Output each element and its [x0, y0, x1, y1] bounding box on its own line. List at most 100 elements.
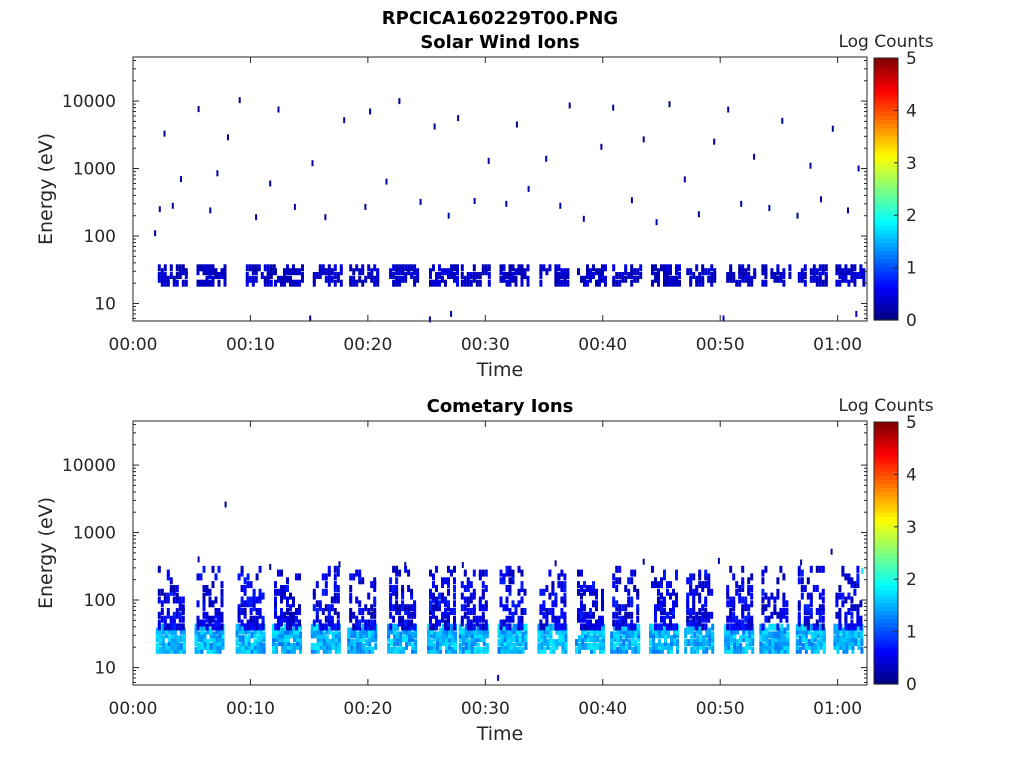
heatmap-cell [364, 623, 368, 631]
colorbar-segment [874, 311, 898, 317]
heatmap-cell [499, 264, 503, 272]
heatmap-cell [339, 268, 343, 276]
heatmap-cell [658, 627, 661, 635]
heatmap-cell [774, 646, 778, 654]
heatmap-cell [856, 577, 860, 585]
heatmap-cell [347, 646, 351, 654]
heatmap-cell [554, 268, 558, 276]
heatmap-cell [630, 577, 634, 585]
heatmap-cell [481, 268, 485, 276]
heatmap-point [740, 200, 743, 207]
colorbar-segment [874, 82, 898, 88]
heatmap-cell [404, 275, 408, 283]
heatmap-cell [835, 264, 839, 272]
colorbar-segment [874, 548, 898, 554]
heatmap-cell [475, 615, 479, 623]
heatmap-cell [432, 581, 435, 589]
heatmap-cell [624, 615, 628, 623]
heatmap-cell [583, 623, 586, 631]
heatmap-cell [463, 604, 467, 612]
heatmap-cell [602, 631, 605, 639]
heatmap-cell [738, 272, 742, 279]
heatmap-cell [551, 615, 555, 623]
heatmap-cell [637, 646, 641, 654]
heatmap-cell [401, 623, 405, 631]
heatmap-cell [170, 639, 174, 647]
heatmap-point [398, 98, 401, 105]
heatmap-cell [777, 635, 781, 643]
heatmap-cell [590, 646, 593, 654]
heatmap-cell [561, 639, 565, 647]
heatmap-cell [595, 279, 598, 287]
heatmap-cell [407, 623, 411, 631]
heatmap-cell [458, 642, 462, 650]
heatmap-cell [675, 573, 678, 581]
heatmap-cell [713, 272, 717, 279]
heatmap-cell [593, 639, 596, 647]
heatmap-cell [747, 604, 751, 612]
heatmap-cell [593, 642, 596, 650]
heatmap-cell [387, 635, 391, 643]
heatmap-cell [753, 272, 757, 279]
heatmap-cell [429, 279, 432, 287]
heatmap-cell [163, 279, 167, 287]
heatmap-point [338, 561, 341, 568]
heatmap-cell [676, 646, 679, 654]
heatmap-cell [333, 623, 337, 631]
heatmap-point [753, 153, 756, 160]
heatmap-cell [838, 268, 842, 276]
heatmap-cell [448, 639, 451, 647]
heatmap-cell [733, 631, 737, 639]
heatmap-cell [543, 627, 547, 635]
heatmap-cell [244, 646, 248, 654]
heatmap-cell [729, 596, 733, 604]
heatmap-cell [511, 275, 515, 283]
heatmap-cell [615, 611, 619, 619]
heatmap-cell [274, 608, 277, 615]
heatmap-cell [205, 615, 209, 623]
heatmap-cell [670, 639, 673, 647]
heatmap-cell [223, 272, 227, 279]
heatmap-cell [374, 627, 378, 635]
heatmap-cell [750, 619, 754, 627]
heatmap-cell [163, 619, 167, 627]
colorbar-segment [874, 524, 898, 530]
heatmap-cell [410, 611, 414, 619]
heatmap-cell [511, 615, 515, 623]
heatmap-cell [435, 623, 438, 631]
heatmap-cell [854, 627, 858, 635]
heatmap-cell [376, 275, 380, 283]
heatmap-cell [445, 646, 448, 654]
heatmap-cell [776, 275, 780, 283]
heatmap-cell [736, 646, 740, 654]
heatmap-cell [484, 604, 488, 612]
heatmap-cell [776, 588, 780, 596]
heatmap-cell [430, 627, 433, 635]
heatmap-cell [472, 569, 476, 577]
y-tick-label: 100 [84, 227, 116, 247]
heatmap-cell [833, 627, 837, 635]
heatmap-cell [337, 646, 341, 654]
heatmap-cell [813, 631, 817, 639]
heatmap-cell [389, 585, 393, 592]
heatmap-cell [395, 604, 399, 612]
heatmap-cell [821, 264, 825, 272]
heatmap-cell [520, 268, 524, 276]
heatmap-cell [672, 279, 675, 287]
heatmap-cell [701, 264, 705, 272]
heatmap-cell [436, 642, 439, 650]
heatmap-cell [850, 611, 854, 619]
heatmap-cell [739, 642, 743, 650]
heatmap-cell [410, 264, 414, 272]
heatmap-cell [693, 642, 697, 650]
heatmap-cell [742, 627, 746, 635]
heatmap-cell [295, 615, 298, 623]
heatmap-cell [744, 275, 748, 283]
heatmap-cell [362, 623, 366, 631]
heatmap-point [642, 558, 645, 565]
heatmap-cell [745, 627, 749, 635]
heatmap-cell [472, 623, 476, 631]
heatmap-cell [401, 592, 405, 600]
heatmap-cell [367, 619, 371, 627]
heatmap-cell [170, 642, 174, 650]
